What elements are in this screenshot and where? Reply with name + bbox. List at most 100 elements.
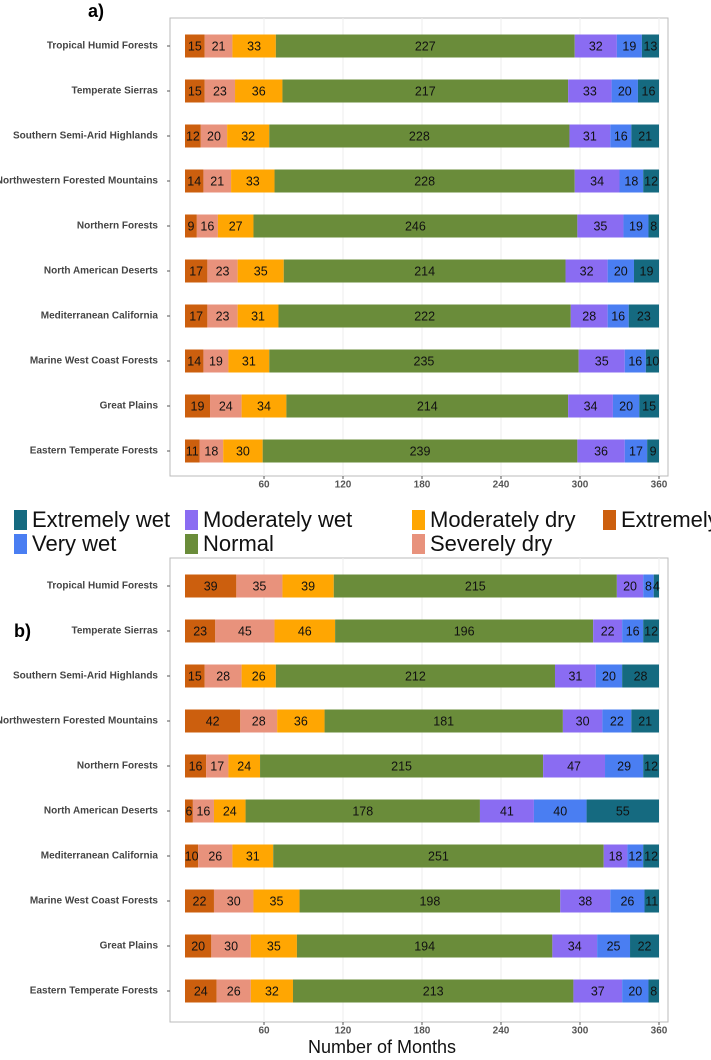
bar-segment xyxy=(568,79,612,103)
bar-segment xyxy=(277,709,325,733)
x-tick-label: 180 xyxy=(414,480,431,491)
y-tick-label: North American Deserts xyxy=(44,266,159,277)
bar-segment xyxy=(653,574,659,598)
data-label: 194 xyxy=(414,939,435,953)
data-label: 19 xyxy=(629,219,643,233)
bar-segment xyxy=(231,169,275,193)
bar-segment xyxy=(204,79,236,103)
bar-segment xyxy=(630,934,659,958)
data-label: 24 xyxy=(194,984,208,998)
bar-segment xyxy=(299,889,561,913)
data-label: 14 xyxy=(187,174,201,188)
legend-label: Moderately wet xyxy=(203,507,352,532)
data-label: 8 xyxy=(650,219,657,233)
legend-swatch xyxy=(14,534,27,554)
data-label: 14 xyxy=(187,354,201,368)
data-label: 20 xyxy=(614,264,628,278)
data-label: 8 xyxy=(650,984,657,998)
bar-segment xyxy=(275,34,575,58)
data-label: 41 xyxy=(500,804,514,818)
bar-segment xyxy=(612,394,640,418)
bar-segment xyxy=(610,124,632,148)
bar-segment xyxy=(607,259,634,283)
data-label: 198 xyxy=(419,894,440,908)
data-label: 30 xyxy=(576,714,590,728)
data-label: 24 xyxy=(237,759,251,773)
y-tick-label: Marine West Coast Forests xyxy=(30,356,159,367)
data-label: 23 xyxy=(637,309,651,323)
data-label: 26 xyxy=(227,984,241,998)
panel-label: a) xyxy=(88,1,104,21)
data-label: 15 xyxy=(642,399,656,413)
data-label: 26 xyxy=(252,669,266,683)
data-label: 228 xyxy=(414,174,435,188)
bar-segment xyxy=(232,844,274,868)
data-label: 31 xyxy=(242,354,256,368)
bar-segment xyxy=(577,439,625,463)
bar-segment xyxy=(185,349,204,373)
bar-segment xyxy=(627,844,644,868)
x-tick-label: 360 xyxy=(651,1026,668,1037)
data-label: 36 xyxy=(594,444,608,458)
data-label: 22 xyxy=(610,714,624,728)
data-label: 21 xyxy=(638,714,652,728)
data-label: 18 xyxy=(624,174,638,188)
data-label: 17 xyxy=(629,444,643,458)
bar-segment xyxy=(213,799,246,823)
bar-segment xyxy=(215,619,275,643)
data-label: 31 xyxy=(246,849,260,863)
bar-segment xyxy=(647,439,659,463)
bar-segment xyxy=(185,574,237,598)
bar-segment xyxy=(622,619,644,643)
data-label: 181 xyxy=(433,714,454,728)
y-tick-label: Southern Semi-Arid Highlands xyxy=(13,671,158,682)
bar-segment xyxy=(631,124,659,148)
bar-segment xyxy=(569,124,611,148)
data-label: 11 xyxy=(186,444,199,458)
data-label: 246 xyxy=(405,219,426,233)
data-label: 17 xyxy=(189,309,203,323)
data-label: 55 xyxy=(616,804,630,818)
bar-segment xyxy=(324,709,563,733)
data-label: 21 xyxy=(212,39,226,53)
data-label: 28 xyxy=(216,669,230,683)
bar-segment xyxy=(574,169,620,193)
data-label: 20 xyxy=(628,984,642,998)
data-label: 212 xyxy=(405,669,426,683)
data-label: 32 xyxy=(265,984,279,998)
data-label: 17 xyxy=(210,759,224,773)
data-label: 33 xyxy=(246,174,260,188)
bar-segment xyxy=(237,304,279,328)
x-tick-label: 60 xyxy=(258,1026,270,1037)
data-label: 23 xyxy=(213,84,227,98)
bar-segment xyxy=(250,934,297,958)
data-label: 11 xyxy=(645,894,658,908)
data-label: 16 xyxy=(611,309,625,323)
data-label: 10 xyxy=(645,354,659,368)
data-label: 35 xyxy=(267,939,281,953)
bar-segment xyxy=(275,664,555,688)
bar-segment xyxy=(628,304,659,328)
bar-segment xyxy=(185,304,208,328)
x-tick-label: 300 xyxy=(572,480,589,491)
bar-segment xyxy=(185,259,208,283)
data-label: 16 xyxy=(614,129,628,143)
bar-segment xyxy=(235,79,283,103)
legend-swatch xyxy=(14,510,27,530)
bar-segment xyxy=(227,124,270,148)
bar-segment xyxy=(610,889,645,913)
data-label: 23 xyxy=(193,624,207,638)
data-label: 23 xyxy=(216,264,230,278)
bar-segment xyxy=(282,79,569,103)
bar-segment xyxy=(185,664,205,688)
data-label: 12 xyxy=(644,174,658,188)
bar-segment xyxy=(207,259,238,283)
data-label: 12 xyxy=(644,624,658,638)
data-label: 9 xyxy=(650,444,657,458)
data-label: 23 xyxy=(216,309,230,323)
bar-segment xyxy=(185,979,217,1003)
bar-segment xyxy=(185,934,212,958)
y-tick-label: Great Plains xyxy=(100,941,159,952)
y-tick-label: Northern Forests xyxy=(77,221,159,232)
data-label: 30 xyxy=(227,894,241,908)
